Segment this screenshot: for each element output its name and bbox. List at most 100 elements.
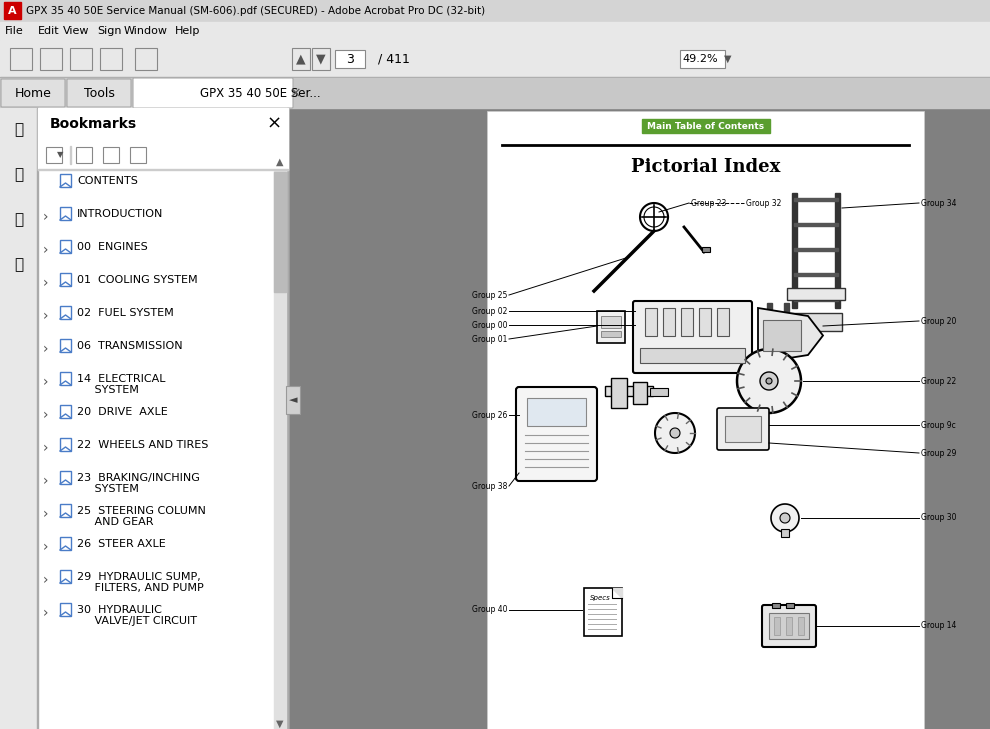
Bar [794,248,838,251]
Bar [527,398,586,426]
Bar [645,308,657,336]
Bar [640,348,745,363]
Bar [38,108,288,729]
FancyBboxPatch shape [1,79,65,107]
Text: 🔖: 🔖 [15,212,24,227]
Bar [792,193,797,308]
Bar [130,147,146,163]
Text: Group 29: Group 29 [921,448,956,458]
Text: SYSTEM: SYSTEM [77,484,139,494]
FancyBboxPatch shape [133,78,293,108]
Bar [725,416,761,442]
Bar [37,108,38,729]
Bar [60,174,71,187]
Bar [794,198,838,201]
Bar [312,48,330,70]
Text: View: View [63,26,89,36]
Bar [0,0,990,22]
Bar [794,273,838,276]
Text: GPX 35 40 50E Ser...: GPX 35 40 50E Ser... [200,87,321,99]
Text: ×: × [266,115,281,133]
Text: Group 00: Group 00 [471,321,507,330]
Bar [286,386,300,414]
Bar [787,288,845,300]
Text: ◄: ◄ [289,395,297,405]
Bar [60,306,71,319]
Bar [0,78,990,108]
Text: ›: › [44,342,49,356]
Text: 29  HYDRAULIC SUMP,: 29 HYDRAULIC SUMP, [77,572,201,582]
Bar [794,223,838,226]
Bar [798,617,804,635]
Bar [702,247,710,252]
Text: Group 14: Group 14 [921,622,956,631]
Bar [60,405,71,418]
Text: Group 02: Group 02 [471,306,507,316]
Bar [70,48,92,70]
Text: ▼: ▼ [276,719,284,729]
Text: 🔒: 🔒 [15,122,24,138]
Polygon shape [655,413,695,453]
FancyBboxPatch shape [762,605,816,647]
Bar [680,50,725,68]
Bar [274,172,286,292]
Bar [70,146,71,164]
Bar [60,603,71,616]
Bar [790,313,842,331]
Text: File: File [5,26,24,36]
Text: ▼: ▼ [316,52,326,66]
Text: ▲: ▲ [296,52,306,66]
Text: ▲: ▲ [276,157,284,167]
Bar [605,386,653,396]
Bar [786,617,792,635]
Bar [681,308,693,336]
Text: Edit: Edit [38,26,59,36]
Text: INTRODUCTION: INTRODUCTION [77,209,163,219]
Bar [699,308,711,336]
Bar [100,48,122,70]
Text: ›: › [44,243,49,257]
Bar [0,77,990,78]
Text: 02  FUEL SYSTEM: 02 FUEL SYSTEM [77,308,174,318]
Text: AND GEAR: AND GEAR [77,517,153,527]
Bar [46,147,62,163]
Bar [274,170,286,729]
FancyBboxPatch shape [516,387,597,481]
Bar [10,48,32,70]
Bar [0,108,38,729]
Bar [772,603,780,608]
Text: ›: › [44,474,49,488]
Text: ▼: ▼ [725,54,732,64]
Bar [794,298,838,301]
Polygon shape [780,513,790,523]
Text: 25  STEERING COLUMN: 25 STEERING COLUMN [77,506,206,516]
Bar [335,50,365,68]
Text: 20  DRIVE  AXLE: 20 DRIVE AXLE [77,407,167,417]
Text: 49.2%: 49.2% [682,54,718,64]
Text: 01  COOLING SYSTEM: 01 COOLING SYSTEM [77,275,198,285]
Bar [287,108,288,729]
Bar [584,588,622,636]
Text: Group 26: Group 26 [471,410,507,419]
Text: ›: › [44,210,49,224]
Bar [487,111,924,729]
Bar [288,108,990,729]
Text: Group 25: Group 25 [471,290,507,300]
Text: 26  STEER AXLE: 26 STEER AXLE [77,539,165,549]
Text: ›: › [44,309,49,323]
Bar [60,339,71,352]
Text: Sign: Sign [97,26,122,36]
Text: ›: › [44,606,49,620]
Bar [135,48,157,70]
Text: Group 9c: Group 9c [921,421,955,429]
Bar [60,273,71,286]
Bar [633,382,647,404]
Bar [60,207,71,220]
Bar [76,147,92,163]
FancyBboxPatch shape [717,408,769,450]
Text: 14  ELECTRICAL: 14 ELECTRICAL [77,374,165,384]
Bar [663,308,675,336]
Polygon shape [760,372,778,390]
Polygon shape [766,378,772,384]
Bar [0,22,990,40]
